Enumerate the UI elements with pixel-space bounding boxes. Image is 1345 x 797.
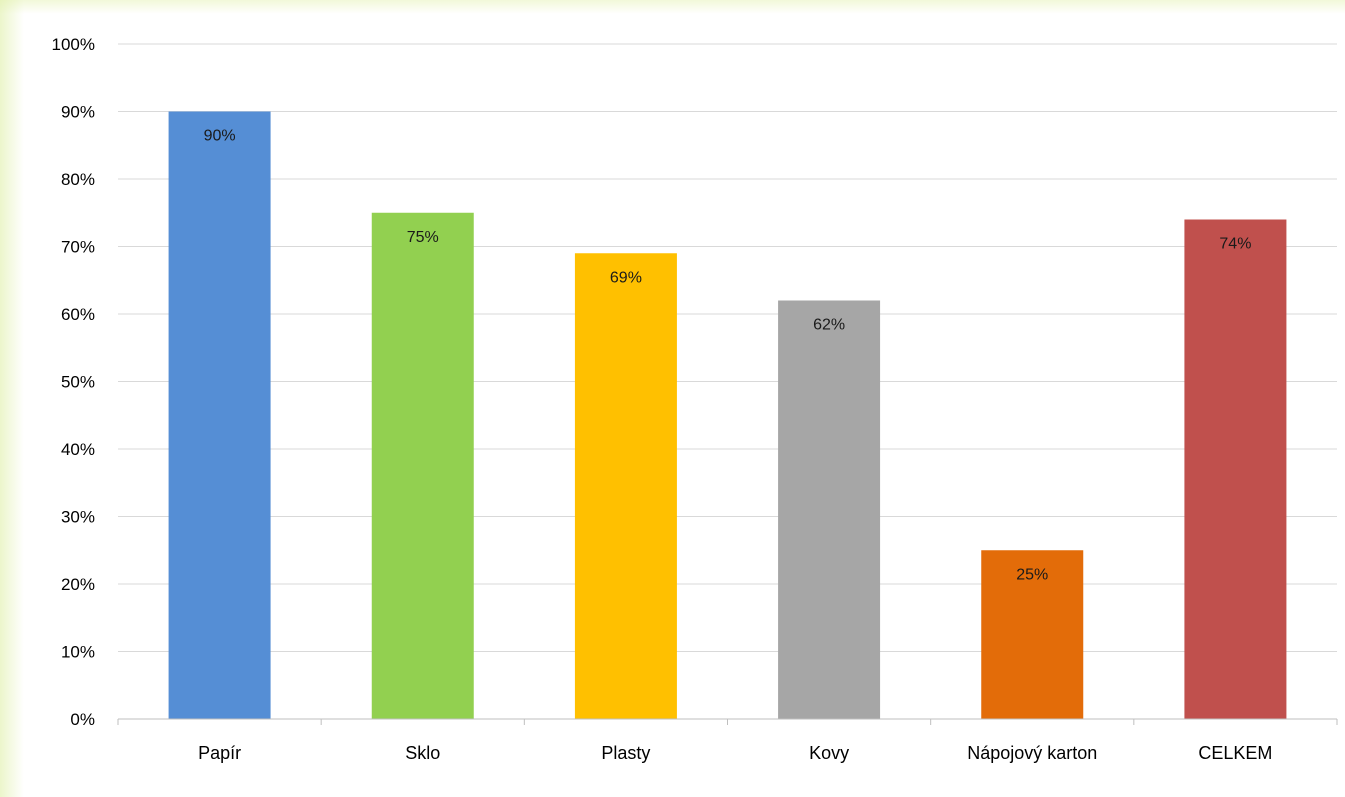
x-axis <box>117 718 1338 725</box>
bar-3 <box>574 253 677 719</box>
y-tick-label: 90% <box>61 103 95 122</box>
y-tick-label: 70% <box>61 238 95 257</box>
y-tick-label: 60% <box>61 305 95 324</box>
category-label: Sklo <box>405 743 440 763</box>
category-label: Papír <box>198 743 241 763</box>
category-label: CELKEM <box>1198 743 1272 763</box>
y-tick-label: 10% <box>61 643 95 662</box>
y-tick-label: 100% <box>52 35 95 54</box>
category-label: Kovy <box>809 743 849 763</box>
bar-6 <box>1184 219 1287 719</box>
y-tick-label: 50% <box>61 373 95 392</box>
data-label: 75% <box>407 229 439 246</box>
decorative-backdrop-left <box>0 0 24 797</box>
data-label: 74% <box>1219 236 1251 253</box>
decorative-backdrop-top <box>0 0 1345 14</box>
data-label: 62% <box>813 317 845 334</box>
bars <box>168 111 1287 719</box>
gridlines <box>118 43 1337 652</box>
data-label: 90% <box>204 128 236 145</box>
category-label: Nápojový karton <box>967 743 1097 763</box>
y-tick-label: 30% <box>61 508 95 527</box>
bar-2 <box>371 212 474 719</box>
y-tick-label: 20% <box>61 575 95 594</box>
bar-4 <box>778 300 881 719</box>
y-tick-label: 40% <box>61 440 95 459</box>
bar-1 <box>168 111 271 719</box>
data-label: 69% <box>610 269 642 286</box>
data-label: 25% <box>1016 566 1048 583</box>
x-axis-category-labels: Papír Sklo Plasty Kovy Nápojový karton CELKEM <box>198 743 1272 763</box>
bar-5 <box>981 550 1084 719</box>
y-axis-tick-labels: 0% 10% 20% 30% 40% 50% 60% 70% 80% 90% 100% <box>52 35 95 729</box>
y-tick-label: 0% <box>70 710 95 729</box>
category-label: Plasty <box>601 743 650 763</box>
data-labels: 90% 75% 69% 62% 25% 74% <box>204 128 1252 584</box>
y-tick-label: 80% <box>61 170 95 189</box>
